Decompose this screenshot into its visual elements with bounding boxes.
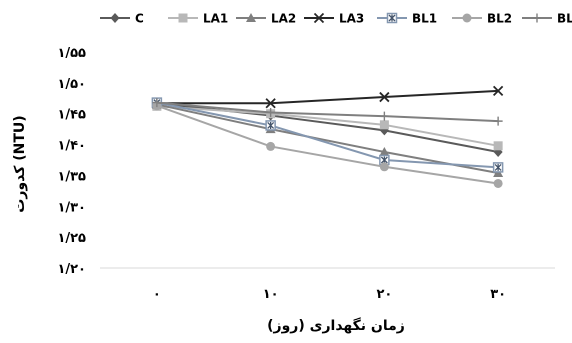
y-tick-label: ۱/۲۰ — [57, 262, 86, 277]
legend-label: LA1 — [203, 12, 228, 26]
y-tick-label: ۱/۲۵ — [57, 231, 86, 246]
data-point — [379, 91, 390, 103]
x-axis-ticks: ۰ ۱۰ ۲۰ ۳۰ — [153, 287, 506, 302]
y-tick-label: ۱/۳۵ — [57, 169, 86, 184]
legend-label: C — [135, 12, 144, 26]
y-axis-ticks: ۱/۲۰ ۱/۲۵ ۱/۳۰ ۱/۳۵ ۱/۴۰ ۱/۴۵ ۱/۵۰ ۱/۵۵ — [57, 46, 86, 277]
legend: C LA1 LA2 LA3 BL1 BL2 BL3 — [100, 12, 572, 26]
data-point — [265, 98, 276, 109]
series-line — [156, 104, 499, 185]
series-line — [156, 101, 499, 169]
legend-item-la3: LA3 — [304, 12, 364, 26]
y-axis-title: کدورت (NTU) — [12, 115, 28, 212]
legend-item-bl1: BL1 — [377, 12, 437, 26]
series-line — [156, 101, 499, 123]
y-tick-label: ۱/۵۵ — [57, 46, 86, 61]
data-point — [493, 141, 503, 151]
legend-item-bl2: BL2 — [452, 12, 512, 26]
series-group — [151, 85, 504, 188]
y-tick-label: ۱/۵۰ — [57, 77, 86, 92]
series-line — [156, 89, 499, 105]
legend-swatch-marker — [246, 13, 256, 22]
data-point — [379, 120, 389, 130]
series-la3 — [151, 85, 504, 109]
legend-item-la1: LA1 — [168, 12, 228, 26]
data-point — [493, 178, 503, 188]
legend-item-bl3: BL3 — [522, 12, 572, 26]
x-tick-label: ۳۰ — [490, 287, 506, 302]
x-axis-title: زمان نگهداری (روز) — [267, 317, 405, 334]
legend-swatch-marker — [532, 13, 542, 23]
series-line — [156, 103, 499, 174]
data-point — [492, 162, 504, 173]
legend-item-la2: LA2 — [236, 12, 296, 26]
legend-label: BL3 — [557, 12, 572, 26]
legend-label: BL1 — [412, 12, 437, 26]
data-point — [379, 146, 390, 156]
data-point — [493, 116, 503, 126]
legend-swatch-marker — [386, 12, 398, 24]
data-point — [379, 162, 389, 172]
data-point — [152, 98, 162, 108]
data-point — [266, 141, 276, 151]
legend-label: BL2 — [487, 12, 512, 26]
y-tick-label: ۱/۳۰ — [57, 200, 86, 215]
legend-swatch-marker — [178, 13, 188, 23]
series-line — [156, 105, 499, 147]
legend-label: LA3 — [339, 12, 364, 26]
series-bl2 — [152, 101, 503, 188]
data-point — [265, 120, 276, 131]
legend-item-c: C — [100, 12, 144, 26]
data-point — [379, 111, 389, 121]
data-point — [492, 85, 504, 97]
series-bl3 — [152, 98, 503, 126]
x-tick-label: ۱۰ — [263, 287, 279, 302]
y-tick-label: ۱/۴۵ — [57, 108, 86, 123]
legend-label: LA2 — [271, 12, 296, 26]
data-point — [266, 107, 276, 117]
legend-swatch-marker — [110, 13, 120, 23]
legend-swatch-marker — [313, 12, 325, 24]
legend-swatch-marker — [462, 13, 472, 23]
series-la2 — [151, 99, 504, 177]
x-tick-label: ۲۰ — [376, 287, 392, 302]
y-tick-label: ۱/۴۰ — [57, 139, 86, 154]
x-tick-label: ۰ — [153, 287, 161, 302]
